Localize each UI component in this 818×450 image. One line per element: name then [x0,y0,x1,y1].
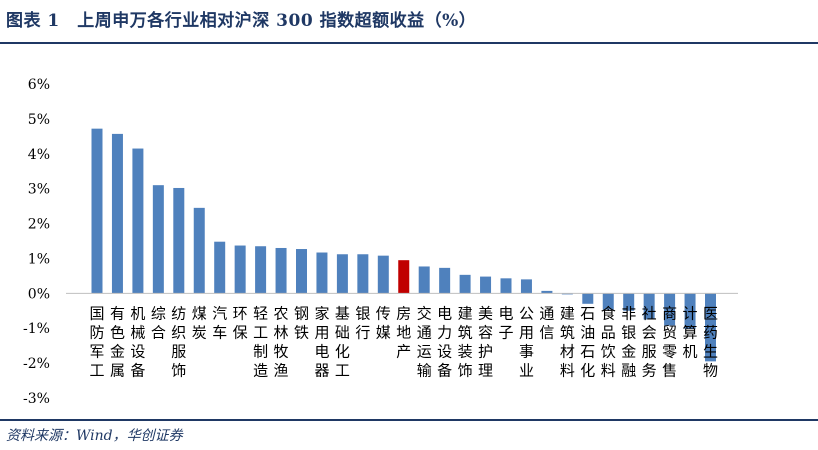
bars [91,128,716,362]
bar-chart: -3% -2% -1% 0% 1% 2% 3% 4% 5% 6% 国防军工有色金属机械设备综合纺织… [23,77,738,407]
x-tick-label: 食品饮料 [601,304,616,379]
y-tick-label: -3% [23,391,50,407]
x-tick-label: 煤炭 [192,304,207,341]
bar-交通运输 [418,266,430,294]
x-tick-label: 社会服务 [642,304,657,379]
source-note: 资料来源：Wind，华创证券 [6,428,183,444]
bar-建筑材料 [561,293,573,295]
bar-传媒 [377,255,389,294]
bar-非银金融 [623,293,635,311]
x-tick-label: 国防军工 [89,304,104,379]
x-tick-label: 医药生物 [703,304,718,379]
x-tick-label: 美容护理 [478,304,493,379]
x-tick-label: 综合 [151,304,166,341]
bar-商贸零售 [664,293,676,326]
bar-综合 [152,185,164,294]
x-tick-label: 家用电器 [314,304,329,379]
y-tick-label: -2% [23,356,50,372]
bar-钢铁 [296,249,307,294]
x-tick-label: 房地产 [396,304,411,360]
chart-title: 图表 1 上周申万各行业相对沪深 300 指数超额收益（%） [6,11,477,31]
y-tick-label: 0% [28,286,50,302]
bar-社会服务 [643,293,655,320]
bar-家用电器 [316,252,328,294]
x-tick-label: 商贸零售 [662,304,677,379]
bar-环保 [234,245,246,294]
x-tick-label: 有色金属 [110,304,125,379]
y-tick-label: 3% [28,182,50,198]
x-tick-label: 通信 [539,304,554,341]
x-tick-label: 石油石化 [580,304,595,379]
y-tick-label: 6% [28,77,50,93]
x-tick-label: 电力设备 [437,304,452,379]
x-tick-label: 电子 [498,304,513,341]
x-axis-labels: 国防军工有色金属机械设备综合纺织服饰煤炭汽车环保轻工制造农林牧渔钢铁家用电器基础… [89,304,718,379]
x-tick-label: 建筑装饰 [458,304,473,379]
bar-电力设备 [439,267,451,294]
x-tick-label: 基础化工 [335,304,350,379]
x-tick-label: 汽车 [212,304,227,341]
y-tick-label: 4% [28,147,50,163]
x-tick-label: 环保 [233,304,248,341]
bar-食品饮料 [602,293,614,310]
bar-建筑装饰 [459,274,471,294]
x-tick-label: 轻工制造 [253,304,268,379]
x-tick-label: 农林牧渔 [274,304,289,379]
bottom-divider [0,419,818,421]
y-tick-label: 2% [28,217,50,233]
x-tick-label: 建筑材料 [560,304,575,379]
bar-银行 [357,254,369,294]
x-tick-label: 机械设备 [130,304,145,379]
x-tick-label: 公用事业 [519,304,534,379]
bar-汽车 [214,241,226,294]
bar-医药生物 [705,293,716,362]
bar-煤炭 [193,207,205,294]
y-tick-label: 1% [28,251,50,267]
bar-通信 [541,290,553,294]
bar-农林牧渔 [275,247,287,294]
title-divider [0,42,818,44]
x-tick-label: 钢铁 [294,304,309,341]
y-tick-label: -1% [23,321,50,337]
bar-计算机 [684,293,696,329]
bar-国防军工 [91,128,103,294]
x-tick-label: 纺织服饰 [171,304,186,379]
bar-电子 [500,278,512,294]
bar-机械设备 [132,148,144,294]
bar-公用事业 [520,279,532,294]
y-axis: -3% -2% -1% 0% 1% 2% 3% 4% 5% 6% [23,77,50,407]
bar-轻工制造 [255,246,267,294]
bar-石油石化 [582,293,594,304]
x-tick-label: 计算机 [683,304,698,360]
bar-纺织服饰 [173,187,185,294]
bar-美容护理 [480,276,492,294]
bar-房地产 [398,260,410,294]
bar-有色金属 [111,133,123,294]
x-tick-label: 银行 [355,304,370,341]
y-tick-label: 5% [28,112,50,128]
bar-基础化工 [336,254,348,294]
x-tick-label: 非银金融 [621,304,636,379]
x-tick-label: 传媒 [376,304,391,341]
x-tick-label: 交通运输 [417,304,432,379]
